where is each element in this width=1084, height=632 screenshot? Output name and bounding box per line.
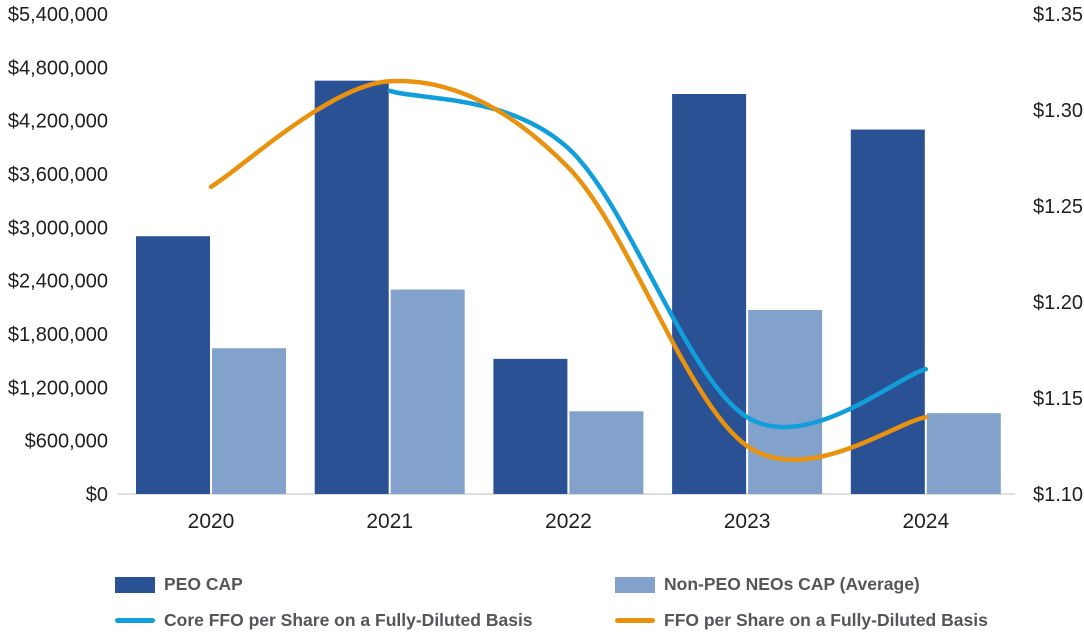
legend-label-ffo: FFO per Share on a Fully-Diluted Basis bbox=[664, 610, 988, 630]
right-axis-tick-label: $1.25 bbox=[1033, 196, 1083, 218]
line-ffo bbox=[208, 78, 929, 462]
x-axis-label-2020: 2020 bbox=[188, 510, 235, 533]
legend-label-peo-cap: PEO CAP bbox=[164, 574, 243, 594]
right-axis-tick-label: $1.20 bbox=[1033, 292, 1083, 314]
left-axis-tick-label: $3,000,000 bbox=[8, 217, 108, 239]
legend-item-ffo: FFO per Share on a Fully-Diluted Basis bbox=[615, 610, 988, 631]
core-ffo-line-swatch bbox=[115, 618, 155, 623]
bar-non-peo-cap-2024 bbox=[926, 413, 1001, 494]
legend-item-non-peo-cap: Non-PEO NEOs CAP (Average) bbox=[615, 574, 920, 595]
left-axis-tick-label: $1,800,000 bbox=[8, 324, 108, 346]
x-axis-label-2022: 2022 bbox=[545, 510, 592, 533]
right-axis-tick-label: $1.15 bbox=[1033, 388, 1083, 410]
left-axis-tick-label: $600,000 bbox=[25, 431, 108, 453]
left-axis-tick-label: $0 bbox=[86, 484, 108, 506]
bar-peo-cap-2022 bbox=[493, 358, 568, 494]
legend-label-core-ffo: Core FFO per Share on a Fully-Diluted Ba… bbox=[164, 610, 533, 630]
right-axis-tick-label: $1.30 bbox=[1033, 100, 1083, 122]
left-axis-tick-label: $5,400,000 bbox=[8, 4, 108, 26]
x-axis-label-2024: 2024 bbox=[902, 510, 949, 533]
bar-non-peo-cap-2022 bbox=[569, 411, 644, 494]
x-axis-label-2021: 2021 bbox=[366, 510, 413, 533]
legend-label-non-peo-cap: Non-PEO NEOs CAP (Average) bbox=[664, 574, 920, 594]
left-axis-tick-label: $2,400,000 bbox=[8, 271, 108, 293]
bar-non-peo-cap-2023 bbox=[748, 310, 823, 494]
left-axis-tick-label: $4,800,000 bbox=[8, 57, 108, 79]
legend-item-peo-cap: PEO CAP bbox=[115, 574, 243, 595]
left-axis-tick-label: $1,200,000 bbox=[8, 377, 108, 399]
bar-non-peo-cap-2020 bbox=[212, 348, 286, 494]
peo-cap-swatch bbox=[115, 576, 155, 593]
right-axis-tick-label: $1.35 bbox=[1033, 4, 1083, 26]
legend-item-core-ffo: Core FFO per Share on a Fully-Diluted Ba… bbox=[115, 610, 533, 631]
right-axis-tick-label: $1.10 bbox=[1033, 484, 1083, 506]
chart-canvas: $0 $600,000 $1,200,000 $1,800,000 $2,400,000… bbox=[8, 4, 1083, 533]
left-axis-tick-label: $4,200,000 bbox=[8, 111, 108, 133]
line-core-ffo bbox=[387, 88, 929, 430]
ffo-line-swatch bbox=[615, 618, 655, 623]
bar-non-peo-cap-2021 bbox=[390, 289, 465, 494]
bar-peo-cap-2020 bbox=[136, 236, 210, 494]
left-axis-tick-label: $3,600,000 bbox=[8, 164, 108, 186]
bar-peo-cap-2021 bbox=[314, 80, 389, 495]
bar-peo-cap-2024 bbox=[850, 129, 925, 495]
x-axis-label-2023: 2023 bbox=[724, 510, 771, 533]
bar-peo-cap-2023 bbox=[672, 94, 747, 494]
non-peo-cap-swatch bbox=[615, 576, 655, 593]
